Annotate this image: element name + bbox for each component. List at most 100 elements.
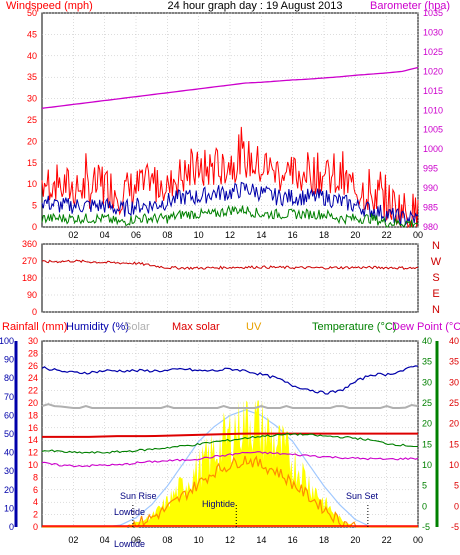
- top-x-tick-label: 10: [194, 230, 204, 240]
- wind-tick-label: 30: [27, 94, 37, 104]
- barometer-tick-label: 1030: [423, 27, 443, 37]
- top-x-tick-label: 04: [100, 230, 110, 240]
- gust-line: [41, 181, 419, 227]
- humidity-tick-label: 20: [4, 485, 14, 495]
- sunset-annotation: Sun Set: [346, 491, 379, 501]
- temperature-line: [41, 432, 418, 454]
- direction-y-axis: 0 90 180 270 360: [22, 239, 37, 317]
- barometer-tick-label: 1000: [423, 144, 443, 154]
- rainfall-tick-label: 14: [28, 435, 38, 445]
- top-x-tick-label: 00: [413, 230, 423, 240]
- bottom-x-tick-label: 00: [413, 535, 423, 545]
- humidity-tick-label: 0: [9, 522, 14, 532]
- wind-tick-label: 45: [27, 29, 37, 39]
- chart-title: 24 hour graph day : 19 August 2013: [168, 0, 343, 12]
- top-x-tick-label: 22: [382, 230, 392, 240]
- top-series: [41, 66, 419, 229]
- wind-tick-label: 20: [27, 136, 37, 146]
- rainfall-tick-label: 30: [28, 336, 38, 346]
- direction-tick-label: 90: [27, 290, 37, 300]
- temperature-tick-label: 40: [422, 336, 432, 346]
- humidity-tick-label: 70: [4, 392, 14, 402]
- bottom-y-axes: 0102030405060708090100024681012141618202…: [0, 336, 459, 532]
- direction-tick-label: 360: [22, 239, 37, 249]
- dewpoint-tick-label: 40: [449, 336, 459, 346]
- wind-tick-label: 10: [27, 179, 37, 189]
- rainfall-tick-label: 0: [33, 522, 38, 532]
- bottom-x-ticks: 02 04 06 08 10 12 14 16 18 20 22 00: [68, 535, 423, 545]
- temperature-tick-label: 20: [422, 419, 432, 429]
- compass-label: W: [431, 256, 442, 268]
- dewpoint-tick-label: 10: [449, 460, 459, 470]
- bottom-x-tick-label: 18: [319, 535, 329, 545]
- windspeed-line: [41, 126, 419, 229]
- bottom-x-tick-label: 10: [194, 535, 204, 545]
- top-x-tick-label: 02: [68, 230, 78, 240]
- bottom-series: [41, 365, 419, 528]
- barometer-tick-label: 980: [423, 222, 438, 232]
- top-x-tick-label: 14: [256, 230, 266, 240]
- solar-line: [41, 403, 419, 409]
- barometer-tick-label: 1015: [423, 86, 443, 96]
- top-x-tick-label: 06: [131, 230, 141, 240]
- barometer-tick-label: 985: [423, 203, 438, 213]
- dewpoint-axis-label: Dew Point (°C): [392, 321, 460, 333]
- rainfall-tick-label: 22: [28, 386, 38, 396]
- solar-label: Solar: [124, 321, 150, 333]
- direction-tick-label: 0: [32, 307, 37, 317]
- top-x-ticks: 02 04 06 08 10 12 14 16 18 20 22 00: [68, 230, 423, 240]
- top-x-tick-label: 18: [319, 230, 329, 240]
- wind-tick-label: 35: [27, 72, 37, 82]
- rainfall-tick-label: 8: [33, 472, 38, 482]
- humidity-tick-label: 50: [4, 429, 14, 439]
- direction-series: [41, 259, 419, 270]
- barometer-tick-label: 1025: [423, 47, 443, 57]
- barometer-tick-label: 990: [423, 183, 438, 193]
- dewpoint-line: [41, 451, 419, 468]
- humidity-line: [41, 365, 419, 395]
- wind-tick-label: 5: [32, 201, 37, 211]
- direction-tick-label: 180: [22, 273, 37, 283]
- rainfall-tick-label: 18: [28, 410, 38, 420]
- direction-grid: [42, 243, 419, 313]
- dewpoint-tick-label: -5: [451, 522, 459, 532]
- wind-tick-label: 25: [27, 115, 37, 125]
- humidity-axis-label: Humidity (%): [66, 321, 129, 333]
- direction-tick-label: 270: [22, 256, 37, 266]
- rainfall-tick-label: 24: [28, 373, 38, 383]
- top-x-tick-label: 20: [350, 230, 360, 240]
- humidity-tick-label: 10: [4, 503, 14, 513]
- humidity-tick-label: 40: [4, 448, 14, 458]
- dewpoint-tick-label: 35: [449, 357, 459, 367]
- max-solar-line: [42, 432, 418, 438]
- barometer-tick-label: 1020: [423, 66, 443, 76]
- temperature-axis-label: Temperature (°C): [312, 321, 396, 333]
- humidity-tick-label: 90: [4, 355, 14, 365]
- bottom-x-tick-label: 08: [162, 535, 172, 545]
- barometer-tick-label: 995: [423, 164, 438, 174]
- wind-tick-label: 15: [27, 158, 37, 168]
- humidity-tick-label: 80: [4, 373, 14, 383]
- humidity-tick-label: 30: [4, 466, 14, 476]
- barometer-axis-label: Barometer (hpa): [370, 0, 450, 12]
- dewpoint-tick-label: 25: [449, 398, 459, 408]
- top-y2-axis: 980 985 990 995 1000 1005 1010 1015 1020 1025 1030…: [423, 8, 443, 232]
- rainfall-tick-label: 26: [28, 361, 38, 371]
- bottom-x-tick-label: 06: [131, 535, 141, 545]
- compass-label: S: [432, 272, 439, 284]
- temperature-tick-label: 15: [422, 439, 432, 449]
- dewpoint-tick-label: 20: [449, 419, 459, 429]
- dewpoint-tick-label: 30: [449, 377, 459, 387]
- top-x-tick-label: 08: [162, 230, 172, 240]
- temperature-tick-label: 5: [422, 481, 427, 491]
- top-x-tick-label: 12: [225, 230, 235, 240]
- lowtide2-annotation: Lowtide: [114, 539, 145, 549]
- solar-radiation-area: [42, 400, 418, 527]
- rainfall-tick-label: 20: [28, 398, 38, 408]
- temperature-tick-label: -5: [422, 522, 430, 532]
- bottom-x-tick-label: 12: [225, 535, 235, 545]
- temperature-tick-label: 0: [422, 501, 427, 511]
- wind-axis-label: Windspeed (mph): [6, 0, 93, 12]
- dewpoint-tick-label: 15: [449, 439, 459, 449]
